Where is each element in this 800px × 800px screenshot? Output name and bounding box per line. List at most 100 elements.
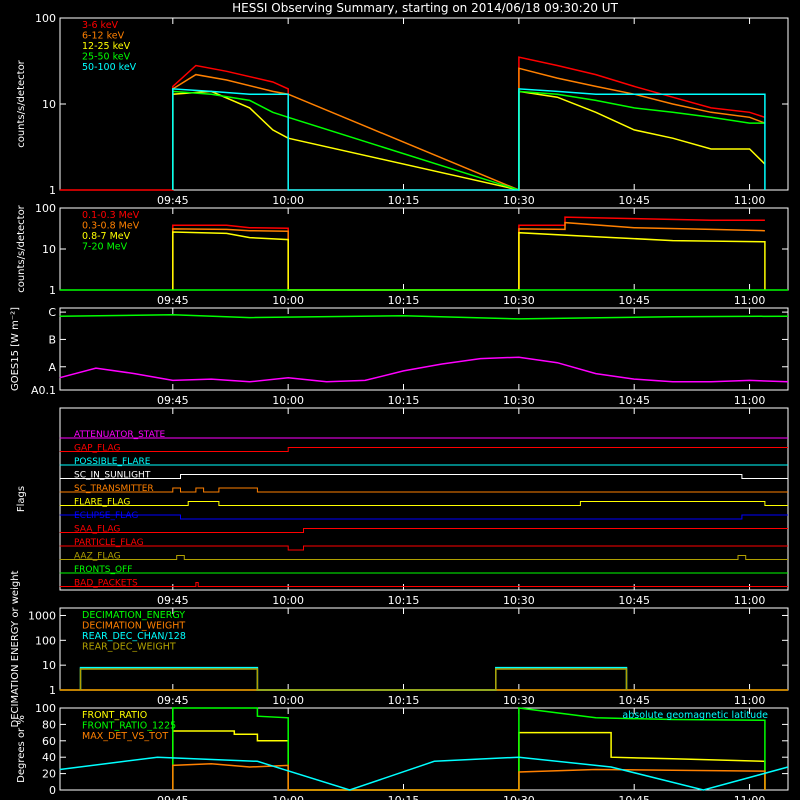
goes-time-label: 09:45 (157, 394, 189, 407)
lo-energy-time-label: 10:00 (272, 194, 304, 207)
legend-0-1-0-3-mev: 0.1-0.3 MeV (82, 210, 140, 221)
series-50-100-kev (172, 88, 766, 191)
ratio-time-label: 10:00 (272, 794, 304, 800)
series-0-3-0-8-mev (172, 221, 765, 291)
flag-label-possible_flare: POSSIBLE_FLARE (74, 457, 151, 467)
panel-ratio: 0 20 40 60 80 100 Degrees or % 09:45 10:00 10:15 1… (16, 702, 789, 800)
series-6-12-kev (172, 67, 766, 192)
legend-3-6-kev: 3-6 keV (82, 20, 119, 31)
series-goes-lower (59, 356, 789, 383)
flag-label-fronts_off: FRONTS_OFF (74, 565, 132, 575)
decimation-ytick-label: 10 (42, 659, 56, 672)
hi-energy-time-label: 11:00 (734, 294, 766, 307)
ratio-ytick-label: 60 (42, 735, 56, 748)
ratio-time-label: 10:30 (503, 794, 535, 800)
lo-energy-ytick-label: 1 (49, 184, 56, 197)
legend-0-3-0-8-mev: 0.3-0.8 MeV (82, 221, 140, 232)
panel-goes: A0.1 A B C GOES15 [W m⁻²] 09:45 10:00 10:15 10:3… (10, 306, 789, 407)
flag-line-sc_transmitter (59, 487, 788, 493)
lo-energy-ylabel: counts/s/detector (16, 59, 27, 147)
series-25-50-kev (172, 90, 765, 192)
legend-max-det-vs-tot: MAX_DET_VS_TOT (82, 731, 168, 742)
lo-energy-time-label: 10:45 (618, 194, 650, 207)
series-max-det-vs-tot (172, 763, 766, 791)
flag-line-flare_flag (59, 501, 788, 506)
decimation-time-label: 11:00 (734, 694, 766, 707)
goes-ytick-label: A (48, 361, 56, 374)
flags-time-label: 10:00 (272, 594, 304, 607)
series-rear-dec-weight (79, 668, 628, 691)
lo-energy-ytick-label: 100 (35, 12, 56, 25)
flags-time-label: 11:00 (734, 594, 766, 607)
lo-energy-time-label: 10:15 (388, 194, 420, 207)
goes-time-label: 10:45 (618, 394, 650, 407)
ratio-ytick-label: 100 (35, 702, 56, 715)
goes-time-label: 10:30 (503, 394, 535, 407)
goes-ytick-label: A0.1 (31, 384, 56, 397)
ratio-time-label: 11:00 (734, 794, 766, 800)
panel-flags: Flags 09:45 10:00 10:15 10:30 10:45 11:00 ATTEN… (16, 407, 789, 607)
legend-6-12-kev: 6-12 keV (82, 31, 125, 42)
decimation-ylabel: DECIMATION ENERGY or weight (10, 570, 21, 727)
flag-label-aaz_flag: AAZ_FLAG (74, 552, 121, 562)
series-goes-upper (59, 314, 789, 320)
decimation-ytick-label: 100 (35, 634, 56, 647)
flag-label-bad_packets: BAD_PACKETS (74, 579, 138, 589)
series-front-ratio (172, 730, 766, 791)
goes-time-label: 10:00 (272, 394, 304, 407)
lo-energy-time-label: 09:45 (157, 194, 189, 207)
goes-time-label: 10:15 (388, 394, 420, 407)
panel-lo-energy: 1 10 100 counts/s/detector 09:45 10:00 10:15 10… (16, 12, 789, 207)
goes-frame (59, 307, 789, 391)
flag-line-eclipse_flag (59, 514, 788, 520)
flag-line-bad_packets (59, 582, 788, 587)
legend-decimation-energy: DECIMATION_ENERGY (82, 610, 185, 621)
series-geomagnetic-latitude (59, 756, 789, 791)
ratio-ytick-label: 0 (49, 784, 56, 797)
flag-label-eclipse_flag: ECLIPSE_FLAG (74, 511, 138, 521)
legend-front-ratio-1225: FRONT_RATIO_1225 (82, 721, 176, 732)
annotation-geomagnetic-latitude: absolute geomagnetic latitude (622, 710, 768, 721)
legend-12-25-kev: 12-25 keV (82, 41, 131, 52)
decimation-ytick-label: 1 (49, 684, 56, 697)
decimation-time-label: 09:45 (157, 694, 189, 707)
flag-line-saa_flag (59, 528, 788, 533)
flag-line-sc_in_sunlight (59, 474, 788, 479)
series-rear-dec-chan-128 (79, 666, 628, 691)
flag-label-attenuator_state: ATTENUATOR_STATE (74, 430, 166, 440)
flag-label-gap_flag: GAP_FLAG (74, 444, 120, 454)
ratio-ytick-label: 40 (42, 751, 56, 764)
goes-ylabel: GOES15 [W m⁻²] (10, 307, 21, 391)
flag-line-particle_flag (59, 545, 788, 551)
flag-line-aaz_flag (59, 555, 788, 560)
goes-ytick-label: B (48, 333, 56, 346)
flag-label-particle_flag: PARTICLE_FLAG (74, 538, 144, 548)
panel-decimation: 1 10 100 1000 DECIMATION ENERGY or weight 09:… (10, 570, 789, 727)
ratio-time-label: 10:15 (388, 794, 420, 800)
flag-label-flare_flag: FLARE_FLAG (74, 498, 130, 508)
flags-time-label: 10:15 (388, 594, 420, 607)
decimation-ytick-label: 1000 (28, 609, 56, 622)
panel-hi-energy: 1 10 100 counts/s/detector 09:45 10:00 10:15 10… (16, 202, 789, 307)
goes-ytick-label: C (48, 306, 56, 319)
chart-title: HESSI Observing Summary, starting on 201… (232, 1, 618, 15)
goes-time-label: 11:00 (734, 394, 766, 407)
legend-0-8-7-mev: 0.8-7 MeV (82, 231, 131, 242)
flags-frame (59, 407, 789, 591)
series-0-8-7-mev (172, 231, 766, 291)
ratio-time-label: 09:45 (157, 794, 189, 800)
flag-line-gap_flag (59, 447, 788, 452)
flag-label-sc_in_sunlight: SC_IN_SUNLIGHT (74, 471, 151, 481)
hi-energy-time-label: 10:15 (388, 294, 420, 307)
ratio-ytick-label: 80 (42, 718, 56, 731)
hi-energy-ylabel: counts/s/detector (16, 204, 27, 292)
ratio-ylabel: Degrees or % (16, 715, 27, 783)
lo-energy-ytick-label: 10 (42, 98, 56, 111)
hi-energy-time-label: 10:45 (618, 294, 650, 307)
decimation-time-label: 10:15 (388, 694, 420, 707)
legend-decimation-weight: DECIMATION_WEIGHT (82, 621, 185, 632)
hi-energy-ytick-label: 100 (35, 202, 56, 215)
flags-time-label: 09:45 (157, 594, 189, 607)
flags-time-label: 10:45 (618, 594, 650, 607)
lo-energy-time-label: 11:00 (734, 194, 766, 207)
